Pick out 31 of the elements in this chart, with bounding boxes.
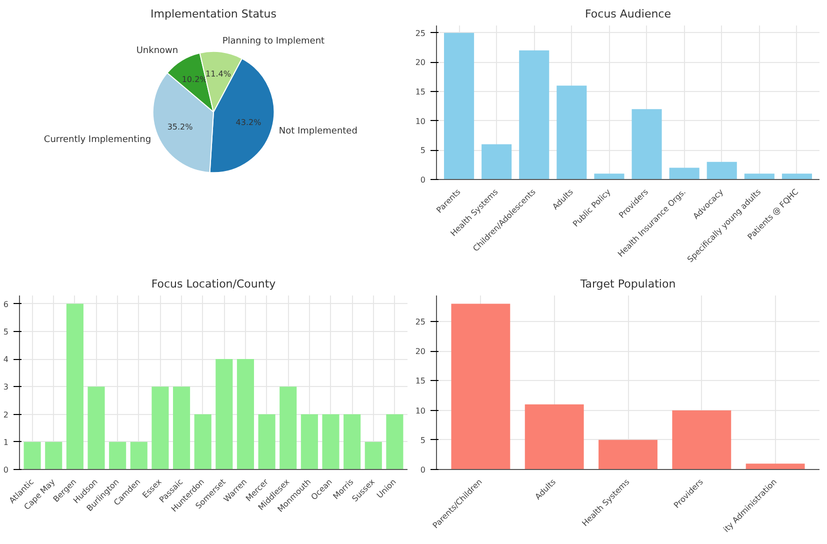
chart-title: Target Population: [579, 278, 676, 290]
y-tick-label: 25: [415, 318, 426, 327]
y-tick-label: 0: [420, 176, 426, 184]
y-tick-label: 15: [415, 376, 426, 386]
data-label: 11.4%: [206, 70, 232, 79]
y-tick-label: 25: [415, 28, 426, 38]
y-tick-label: 10: [415, 406, 426, 416]
y-tick-label: 5: [420, 436, 426, 445]
slice-label: Not Implemented: [278, 126, 358, 136]
data-label: 43.2%: [236, 118, 262, 127]
slice-label: Planning to Implement: [222, 36, 326, 46]
slice-label: Currently Implementing: [44, 135, 152, 146]
data-label: 35.2%: [167, 122, 194, 132]
y-tick-label: 0: [420, 466, 426, 474]
y-tick-label: 3: [3, 382, 9, 392]
y-tick-label: 1: [3, 438, 9, 447]
y-tick-label: 6: [3, 300, 9, 309]
chart-title: Implementation Status: [150, 8, 277, 20]
y-tick-label: 4: [3, 355, 9, 364]
chart-title: Focus Audience: [585, 8, 672, 20]
y-tick-label: 20: [415, 347, 426, 356]
y-tick-label: 15: [415, 88, 426, 96]
slice-label: Unknown: [136, 46, 178, 56]
y-tick-label: 5: [3, 327, 9, 336]
y-tick-label: 20: [415, 58, 426, 68]
chart-title: Focus Location/County: [151, 278, 276, 290]
y-tick-label: 2: [3, 410, 9, 420]
y-tick-label: 10: [415, 116, 426, 126]
data-label: 10.2%: [182, 74, 208, 84]
y-tick-label: 5: [420, 146, 426, 156]
y-tick-label: 0: [3, 466, 9, 474]
